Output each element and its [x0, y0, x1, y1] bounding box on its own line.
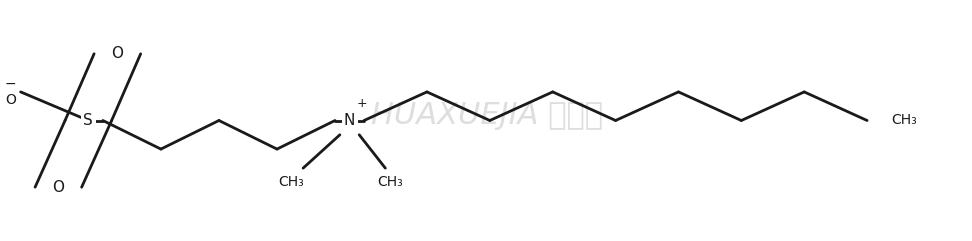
Text: O: O	[52, 180, 64, 195]
Text: CH₃: CH₃	[891, 114, 917, 127]
Text: +: +	[357, 97, 367, 110]
Text: N: N	[344, 113, 355, 128]
Text: HUAXUEJIA 化学加: HUAXUEJIA 化学加	[371, 101, 603, 130]
Text: CH₃: CH₃	[279, 175, 304, 189]
Text: S: S	[84, 113, 93, 128]
Text: −
O: − O	[4, 77, 16, 107]
Text: O: O	[112, 46, 123, 61]
Text: CH₃: CH₃	[377, 175, 403, 189]
